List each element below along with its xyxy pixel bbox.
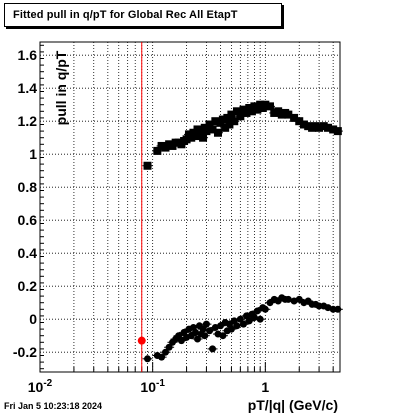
data-point-square [324, 123, 333, 132]
data-point-circle [261, 305, 269, 313]
data-point-square [299, 120, 308, 129]
data-point-circle [219, 332, 227, 340]
y-tick-label: 1 [29, 146, 37, 162]
tick-layer [39, 44, 334, 372]
x-tick-label: 10-1 [140, 378, 165, 395]
data-point-circle [206, 327, 214, 335]
data-point-square [213, 128, 222, 137]
y-tick-label: -0.2 [13, 344, 37, 360]
x-tick-label: 1 [261, 379, 269, 395]
data-point-circle [165, 343, 173, 351]
data-point-square [261, 100, 270, 109]
data-point-square [218, 115, 227, 124]
data-point-square [187, 133, 196, 142]
data-point-square [227, 110, 236, 119]
data-point-square [329, 125, 338, 134]
data-layer [137, 42, 343, 372]
highlight-point [137, 336, 146, 345]
data-point-square [223, 113, 232, 122]
label-layer: -0.2 0 0.2 0.4 0.6 0.8 1 1.2 1.4 1.6 10-2 10-1 1 [13, 47, 270, 395]
data-point-square [182, 135, 191, 144]
data-point-square [205, 120, 214, 129]
data-point-circle [158, 353, 166, 361]
data-point-square [315, 123, 324, 132]
data-point-square [202, 127, 211, 136]
data-point-circle [227, 325, 235, 333]
data-point-square [143, 161, 152, 170]
data-point-square [295, 117, 304, 126]
data-point-square [232, 107, 241, 116]
y-tick-label: 1.2 [18, 113, 38, 129]
data-point-square [208, 125, 217, 134]
chart-title-box: Fitted pull in q/pT for Global Rec All E… [4, 3, 282, 27]
y-tick-label: 0.6 [18, 212, 38, 228]
plot-frame [39, 41, 341, 373]
data-point-circle [253, 307, 261, 315]
data-point-circle [162, 348, 170, 356]
data-point-square [153, 146, 162, 155]
y-tick-label: 0.4 [18, 245, 38, 261]
data-point-square [247, 107, 256, 116]
x-axis-label: pT/|q| (GeV/c) [248, 397, 338, 413]
data-point-circle [144, 355, 152, 363]
y-tick-label: 1.4 [18, 80, 38, 96]
y-tick-label: 0.8 [18, 179, 38, 195]
x-tick-label: 10-2 [28, 378, 53, 395]
data-point-square [265, 102, 274, 111]
data-point-circle [202, 320, 210, 328]
data-point-square [242, 108, 251, 117]
y-tick-label: 0.2 [18, 278, 38, 294]
data-point-square [211, 117, 220, 126]
data-point-square [284, 110, 293, 119]
data-point-circle [239, 320, 247, 328]
data-point-square [236, 112, 245, 121]
data-point-circle [245, 317, 253, 325]
data-point-circle [334, 305, 342, 313]
y-axis-label: pull in q/pT [53, 50, 69, 125]
data-point-square [253, 105, 262, 114]
data-point-circle [233, 322, 241, 330]
data-point-circle [193, 335, 201, 343]
data-point-square [221, 123, 230, 132]
data-point-circle [209, 345, 217, 353]
data-point-circle [201, 332, 209, 340]
y-tick-label: 0 [29, 311, 37, 327]
data-point-square [319, 122, 328, 131]
data-point-square [199, 133, 208, 142]
data-point-square [230, 117, 239, 126]
data-point-circle [256, 315, 264, 323]
data-point-square [333, 127, 342, 136]
grid-layer [40, 42, 340, 372]
y-tick-label: 1.6 [18, 47, 38, 63]
datestamp: Fri Jan 5 10:23:18 2024 [4, 401, 103, 411]
data-point-square [290, 113, 299, 122]
data-point-circle [177, 337, 185, 345]
data-point-square [225, 120, 234, 129]
chart-title: Fitted pull in q/pT for Global Rec All E… [13, 9, 238, 21]
